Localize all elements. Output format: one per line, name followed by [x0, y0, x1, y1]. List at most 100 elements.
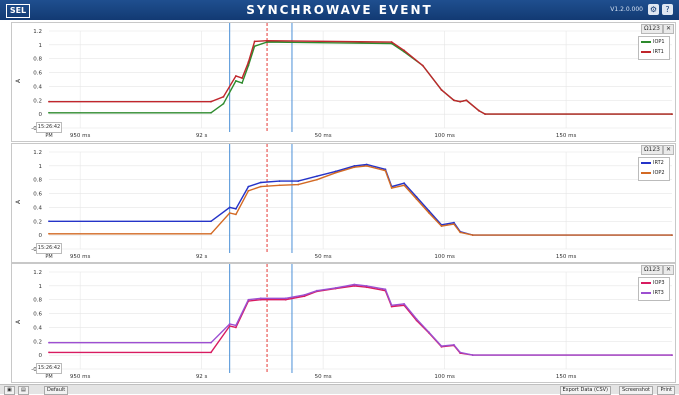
data-point — [428, 209, 430, 212]
legend-swatch — [641, 51, 651, 53]
data-point — [259, 298, 262, 301]
data-point — [390, 187, 393, 189]
legend-swatch — [641, 41, 651, 43]
export-csv-button[interactable]: Export Data (CSV) — [559, 386, 611, 395]
y-axis-label: A — [15, 319, 22, 324]
y-tick-label: 0.6 — [33, 192, 42, 198]
x-tick-label: 150 ms — [556, 133, 577, 139]
series-line-IOP1 — [49, 41, 672, 115]
data-point — [278, 180, 281, 182]
data-point — [235, 324, 237, 327]
legend-item[interactable]: IOP1 — [639, 37, 669, 47]
data-point — [235, 213, 237, 216]
data-point — [671, 234, 673, 237]
x-tick-label: 100 ms — [434, 133, 455, 139]
data-point — [440, 225, 443, 228]
data-point — [259, 185, 262, 188]
x-tick-label: 100 ms — [434, 254, 455, 260]
data-point — [266, 39, 268, 42]
data-point — [259, 297, 262, 300]
tab-default[interactable]: Default — [44, 386, 69, 395]
data-point — [415, 318, 418, 321]
help-icon[interactable]: ? — [662, 4, 673, 15]
series-line-IRT1 — [49, 39, 672, 115]
legend-item[interactable]: IOP3 — [639, 278, 669, 288]
legend-item[interactable]: IOP2 — [639, 168, 669, 178]
data-point — [403, 184, 406, 187]
y-tick-label: 0.6 — [33, 71, 42, 77]
data-point — [403, 302, 406, 305]
data-point — [48, 220, 50, 223]
zoom-button[interactable]: Ω123 — [640, 145, 663, 155]
x-tick-label: 950 ms — [70, 374, 91, 380]
data-point — [259, 181, 262, 184]
legend-label: IOP2 — [653, 170, 665, 176]
legend-label: IOP3 — [653, 280, 665, 286]
window-title: SYNCHROWAVE EVENT — [246, 3, 433, 17]
legend-swatch — [641, 292, 651, 294]
data-point — [228, 212, 231, 214]
x-tick-label: 92 s — [196, 374, 208, 380]
data-point — [415, 196, 418, 198]
data-point — [48, 111, 50, 114]
data-point — [247, 298, 250, 301]
data-point — [210, 341, 212, 344]
y-tick-label: 1.2 — [33, 270, 42, 276]
y-tick-label: 0.4 — [33, 325, 42, 331]
x-tick-label: 150 ms — [556, 374, 577, 380]
data-point — [247, 61, 250, 64]
series-line-IOP2 — [49, 165, 672, 236]
data-point — [241, 77, 244, 80]
legend-label: IOP1 — [653, 39, 665, 45]
data-point — [210, 232, 212, 235]
legend-swatch — [641, 162, 651, 164]
x-tick-label: 50 ms — [315, 254, 332, 260]
data-point — [235, 207, 237, 210]
close-icon[interactable]: ✕ — [662, 145, 674, 155]
data-point — [384, 168, 387, 171]
y-tick-label: 0.4 — [33, 205, 42, 211]
version-label: V1.2.0.000 — [610, 6, 643, 13]
legend-item[interactable]: IRT2 — [639, 158, 669, 168]
data-point — [303, 295, 306, 298]
data-point — [440, 345, 443, 348]
data-point — [390, 305, 393, 308]
data-point — [284, 297, 287, 300]
zoom-button[interactable]: Ω123 — [640, 24, 663, 34]
legend-item[interactable]: IRT3 — [639, 288, 669, 298]
data-point — [453, 221, 455, 224]
data-point — [297, 183, 300, 186]
zoom-button[interactable]: Ω123 — [640, 265, 663, 275]
data-point — [334, 171, 337, 174]
data-point — [48, 351, 50, 354]
screenshot-button[interactable]: Screenshot — [619, 386, 653, 395]
print-button[interactable]: Print — [657, 386, 675, 395]
data-point — [353, 283, 356, 286]
data-point — [415, 198, 418, 201]
data-point — [210, 100, 212, 103]
data-point — [365, 164, 368, 167]
page-icon[interactable]: ▤ — [18, 386, 29, 395]
legend: IOP1 IRT1 — [638, 36, 670, 60]
series-line-IRT3 — [49, 283, 672, 356]
data-point — [403, 49, 406, 52]
data-point — [671, 113, 673, 116]
legend-item[interactable]: IRT1 — [639, 47, 669, 57]
legend-swatch — [641, 282, 651, 284]
data-point — [315, 175, 318, 178]
save-icon[interactable]: ▣ — [4, 386, 15, 395]
close-icon[interactable]: ✕ — [662, 265, 674, 275]
data-point — [353, 164, 356, 167]
data-point — [297, 180, 300, 182]
data-point — [421, 64, 424, 67]
data-point — [284, 298, 287, 301]
settings-icon[interactable]: ⚙ — [648, 4, 659, 15]
close-icon[interactable]: ✕ — [662, 24, 674, 34]
y-tick-label: 0.4 — [33, 84, 42, 90]
